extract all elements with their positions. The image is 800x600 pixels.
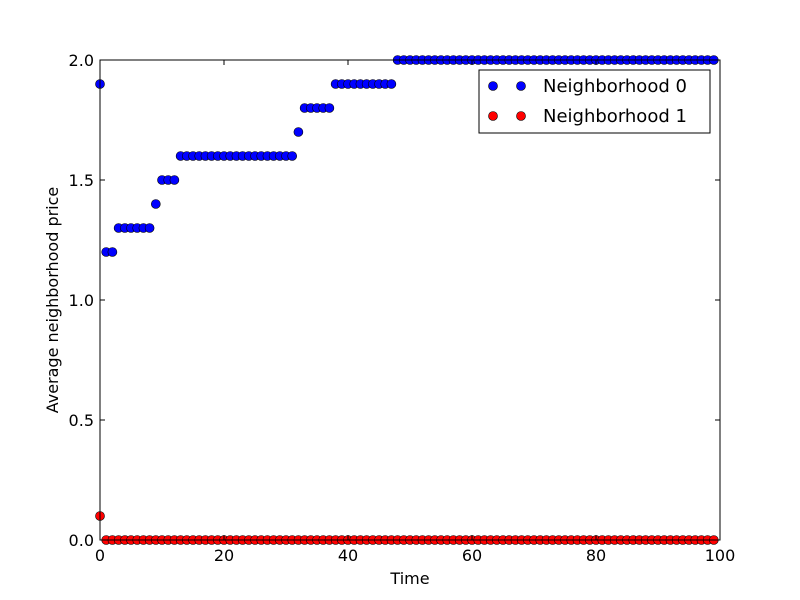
legend-label-neighborhood-0: Neighborhood 0 [543, 76, 687, 97]
x-tick-label: 40 [338, 546, 358, 565]
legend-marker-neighborhood-1-b [516, 111, 526, 121]
y-tick-label: 0.0 [69, 531, 94, 550]
data-point [287, 151, 298, 161]
legend-label-neighborhood-1: Neighborhood 1 [543, 106, 687, 127]
y-tick-label: 2.0 [69, 51, 94, 70]
data-point [169, 175, 180, 185]
data-point [324, 103, 335, 113]
legend-frame [478, 69, 711, 134]
y-tick-label: 1.5 [69, 171, 94, 190]
legend-marker-neighborhood-0-b [516, 81, 526, 91]
data-point [386, 79, 397, 89]
data-point [151, 199, 161, 209]
x-tick-label: 80 [586, 546, 606, 565]
data-point [107, 247, 118, 257]
x-tick-label: 60 [462, 546, 482, 565]
series-0 [95, 55, 719, 257]
x-tick-label: 20 [214, 546, 234, 565]
data-point [144, 223, 155, 233]
plot-area [100, 60, 720, 540]
legend: Neighborhood 0 Neighborhood 1 [478, 69, 711, 134]
x-tick-label: 0 [95, 546, 105, 565]
axis-ticks: 0 20 40 60 80 100 0.0 0.5 1.0 1.5 2.0 [69, 51, 736, 565]
y-axis-label: Average neighborhood price [43, 187, 62, 414]
x-axis-label: Time [389, 569, 429, 588]
y-tick-label: 1.0 [69, 291, 94, 310]
y-tick-label: 0.5 [69, 411, 94, 430]
legend-marker-neighborhood-1-a [488, 111, 498, 121]
x-tick-label: 100 [705, 546, 736, 565]
data-point [293, 127, 304, 137]
legend-marker-neighborhood-0-a [488, 81, 498, 91]
